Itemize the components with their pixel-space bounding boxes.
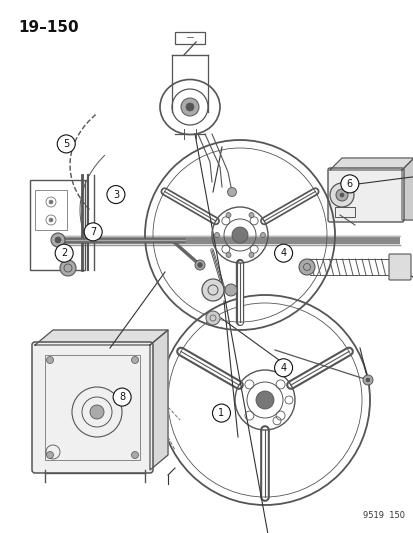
Circle shape bbox=[206, 311, 219, 325]
Circle shape bbox=[227, 188, 236, 197]
Circle shape bbox=[255, 391, 273, 409]
Circle shape bbox=[90, 405, 104, 419]
Circle shape bbox=[60, 260, 76, 276]
Circle shape bbox=[212, 404, 230, 422]
Circle shape bbox=[57, 135, 75, 153]
Text: 4: 4 bbox=[280, 248, 286, 258]
Text: 7: 7 bbox=[90, 227, 96, 237]
Circle shape bbox=[231, 227, 247, 243]
Circle shape bbox=[113, 388, 131, 406]
Circle shape bbox=[260, 232, 265, 238]
Circle shape bbox=[185, 103, 194, 111]
Bar bbox=[30, 180, 85, 270]
Circle shape bbox=[224, 284, 236, 296]
Bar bbox=[175, 32, 204, 44]
Circle shape bbox=[131, 357, 138, 364]
Text: 5: 5 bbox=[63, 139, 69, 149]
Circle shape bbox=[55, 244, 73, 262]
Text: 4: 4 bbox=[280, 363, 286, 373]
Circle shape bbox=[335, 189, 347, 201]
Circle shape bbox=[298, 259, 314, 275]
FancyBboxPatch shape bbox=[327, 168, 403, 222]
Text: 8: 8 bbox=[119, 392, 125, 402]
Circle shape bbox=[195, 260, 204, 270]
Circle shape bbox=[180, 98, 199, 116]
Circle shape bbox=[339, 193, 343, 197]
Circle shape bbox=[46, 451, 53, 458]
Circle shape bbox=[340, 175, 358, 193]
Text: 9519  150: 9519 150 bbox=[362, 511, 404, 520]
Circle shape bbox=[248, 213, 254, 217]
Bar bbox=[45, 355, 140, 460]
Circle shape bbox=[49, 200, 53, 204]
FancyBboxPatch shape bbox=[388, 254, 410, 280]
Text: 6: 6 bbox=[346, 179, 352, 189]
Circle shape bbox=[365, 378, 369, 382]
Polygon shape bbox=[329, 158, 413, 170]
Text: 2: 2 bbox=[61, 248, 67, 258]
Circle shape bbox=[51, 233, 65, 247]
Circle shape bbox=[107, 185, 125, 204]
Text: 3: 3 bbox=[113, 190, 119, 199]
Circle shape bbox=[248, 253, 254, 257]
Circle shape bbox=[49, 218, 53, 222]
Circle shape bbox=[55, 237, 61, 243]
Circle shape bbox=[329, 183, 353, 207]
Circle shape bbox=[46, 357, 53, 364]
Circle shape bbox=[274, 244, 292, 262]
Bar bbox=[334, 207, 354, 217]
Circle shape bbox=[362, 375, 372, 385]
Circle shape bbox=[225, 213, 230, 217]
Bar bbox=[35, 190, 67, 230]
Circle shape bbox=[197, 262, 202, 268]
Text: 19–150: 19–150 bbox=[18, 20, 78, 35]
Circle shape bbox=[131, 451, 138, 458]
Polygon shape bbox=[150, 330, 168, 470]
Polygon shape bbox=[35, 330, 168, 345]
FancyBboxPatch shape bbox=[32, 342, 153, 473]
Circle shape bbox=[214, 232, 219, 238]
Text: 1: 1 bbox=[218, 408, 224, 418]
Circle shape bbox=[274, 359, 292, 377]
Circle shape bbox=[202, 279, 223, 301]
Circle shape bbox=[225, 253, 230, 257]
Circle shape bbox=[84, 223, 102, 241]
Polygon shape bbox=[401, 158, 413, 220]
